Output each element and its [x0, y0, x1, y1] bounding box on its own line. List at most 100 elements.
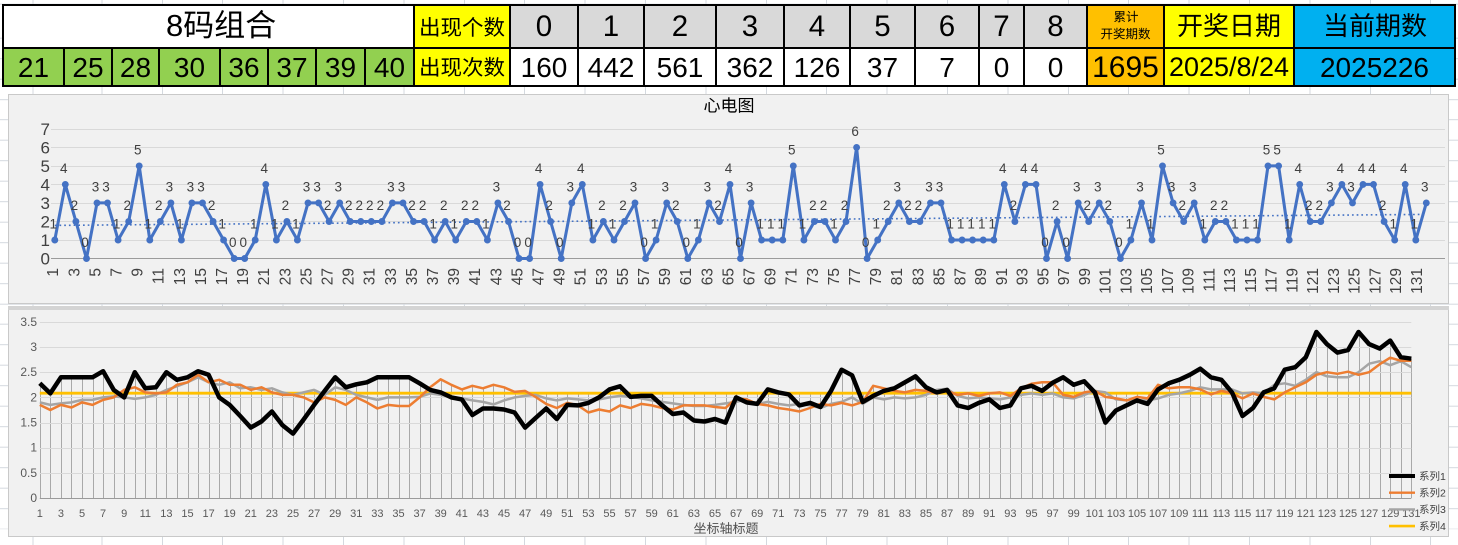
svg-text:121: 121 [1297, 508, 1315, 520]
svg-text:1: 1 [957, 217, 965, 232]
svg-text:3: 3 [1168, 179, 1176, 194]
svg-text:105: 105 [1128, 508, 1146, 520]
svg-text:3: 3 [1347, 179, 1355, 194]
svg-text:121: 121 [1305, 268, 1322, 294]
svg-text:2: 2 [1010, 198, 1018, 213]
svg-text:2: 2 [440, 198, 448, 213]
svg-text:2: 2 [1210, 198, 1218, 213]
svg-text:23: 23 [266, 508, 278, 520]
svg-text:19: 19 [235, 268, 252, 285]
svg-text:41: 41 [456, 508, 468, 520]
svg-text:57: 57 [624, 508, 636, 520]
svg-text:3: 3 [1421, 179, 1429, 194]
svg-text:65: 65 [720, 268, 737, 285]
svg-text:29: 29 [341, 268, 358, 285]
svg-text:8: 8 [166, 8, 183, 43]
svg-text:1: 1 [1410, 217, 1418, 232]
svg-text:3: 3 [66, 268, 83, 277]
svg-text:101: 101 [1086, 508, 1104, 520]
svg-text:47: 47 [531, 268, 548, 285]
svg-text:0: 0 [229, 235, 237, 250]
svg-text:0: 0 [862, 235, 870, 250]
svg-text:0: 0 [524, 235, 532, 250]
svg-text:113: 113 [1222, 268, 1239, 293]
svg-text:131: 131 [1409, 268, 1426, 294]
svg-text:53: 53 [582, 508, 594, 520]
svg-text:3: 3 [58, 508, 64, 520]
svg-text:31: 31 [362, 268, 379, 285]
svg-text:75: 75 [814, 508, 826, 520]
svg-text:0: 0 [1062, 235, 1070, 250]
svg-text:3: 3 [166, 179, 174, 194]
svg-text:4: 4 [261, 161, 269, 176]
svg-text:3: 3 [925, 179, 933, 194]
svg-text:2: 2 [461, 198, 469, 213]
svg-text:1: 1 [1389, 217, 1397, 232]
svg-text:61: 61 [678, 268, 695, 285]
svg-text:45: 45 [509, 268, 526, 285]
svg-text:2: 2 [598, 198, 606, 213]
svg-text:19: 19 [224, 508, 236, 520]
svg-text:59: 59 [657, 268, 674, 285]
svg-text:0.5: 0.5 [20, 466, 37, 480]
svg-text:2: 2 [915, 198, 923, 213]
svg-text:43: 43 [477, 508, 489, 520]
svg-text:7: 7 [109, 268, 126, 277]
svg-text:109: 109 [1181, 268, 1198, 294]
svg-text:1: 1 [30, 441, 37, 455]
svg-text:51: 51 [561, 508, 573, 520]
svg-text:63: 63 [699, 268, 716, 285]
svg-text:41: 41 [467, 268, 484, 285]
svg-text:111: 111 [1192, 508, 1209, 520]
svg-text:4: 4 [1031, 161, 1039, 176]
svg-text:83: 83 [899, 508, 911, 520]
svg-text:4: 4 [41, 175, 50, 194]
svg-text:87: 87 [941, 508, 953, 520]
svg-text:33: 33 [383, 268, 400, 285]
svg-text:91: 91 [983, 508, 995, 520]
svg-text:2: 2 [820, 198, 828, 213]
svg-text:0: 0 [1115, 235, 1123, 250]
svg-text:93: 93 [1015, 268, 1032, 285]
svg-text:25: 25 [287, 508, 299, 520]
svg-text:123: 123 [1318, 508, 1336, 520]
svg-text:123: 123 [1326, 268, 1343, 294]
svg-text:2: 2 [672, 198, 680, 213]
svg-text:3: 3 [30, 340, 37, 354]
svg-text:3: 3 [704, 179, 712, 194]
svg-text:103: 103 [1118, 268, 1135, 294]
svg-text:2: 2 [1440, 488, 1446, 500]
svg-text:1: 1 [218, 217, 226, 232]
svg-text:1: 1 [777, 217, 785, 232]
svg-text:63: 63 [688, 508, 700, 520]
svg-text:1: 1 [1252, 217, 1260, 232]
svg-text:39: 39 [435, 508, 447, 520]
svg-text:3: 3 [92, 179, 100, 194]
svg-text:91: 91 [994, 268, 1011, 285]
svg-text:81: 81 [878, 508, 890, 520]
svg-text:1.5: 1.5 [20, 416, 37, 430]
svg-text:131: 131 [1402, 508, 1420, 520]
svg-text:53: 53 [594, 268, 611, 285]
svg-text:1: 1 [113, 217, 121, 232]
svg-text:21: 21 [245, 508, 257, 520]
svg-text:107: 107 [1149, 508, 1167, 520]
svg-text:2: 2 [1052, 198, 1060, 213]
svg-text:2: 2 [377, 198, 385, 213]
svg-text:65: 65 [709, 508, 721, 520]
svg-text:105: 105 [1139, 268, 1156, 294]
svg-text:125: 125 [1339, 508, 1357, 520]
svg-text:0: 0 [640, 235, 648, 250]
svg-text:4: 4 [1400, 161, 1408, 176]
svg-text:2: 2 [841, 198, 849, 213]
svg-text:0: 0 [1041, 235, 1049, 250]
svg-text:113: 113 [1213, 508, 1231, 520]
svg-text:2: 2 [345, 198, 353, 213]
svg-text:111: 111 [1201, 268, 1218, 292]
svg-text:6: 6 [851, 124, 859, 139]
svg-text:45: 45 [498, 508, 510, 520]
svg-text:39: 39 [446, 268, 463, 285]
svg-text:27: 27 [320, 268, 337, 285]
svg-text:13: 13 [160, 508, 172, 520]
svg-text:2: 2 [904, 198, 912, 213]
